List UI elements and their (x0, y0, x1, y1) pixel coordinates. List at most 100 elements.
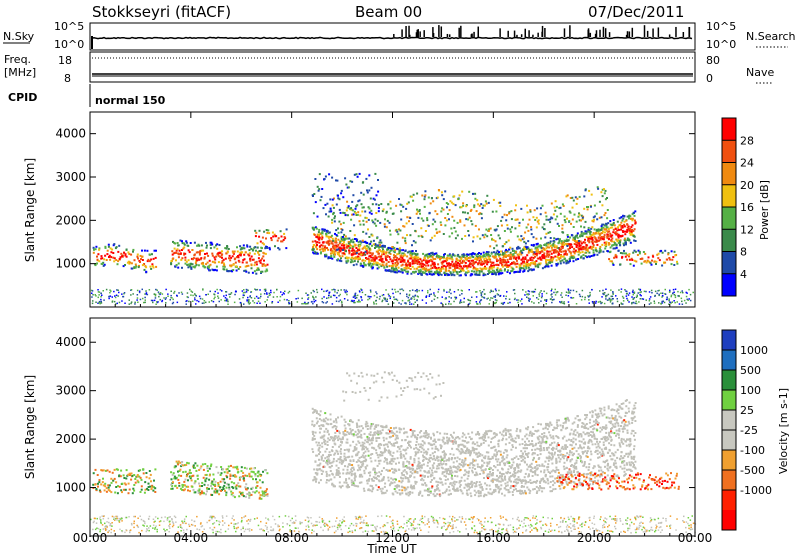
power-cell (561, 247, 564, 249)
power-near-range-cell (413, 296, 415, 298)
power-cell (619, 252, 622, 254)
power-cell (369, 242, 372, 245)
power-cell (638, 252, 641, 255)
power-cell (456, 272, 459, 275)
power-near-range-cell (118, 291, 120, 294)
power-cell (527, 247, 530, 250)
power-near-range-cell (433, 292, 435, 294)
velocity-near-range-cell (248, 528, 251, 530)
power-cell (580, 214, 583, 217)
power-cell (564, 242, 567, 245)
power-cell (152, 257, 155, 260)
power-cell (387, 246, 390, 249)
power-cell (316, 233, 319, 236)
power-near-range-cell (499, 294, 502, 297)
power-cell (559, 262, 562, 265)
power-near-range-cell (130, 302, 132, 305)
velocity-near-range-cell (222, 517, 224, 519)
power-cell (268, 246, 271, 249)
power-near-range-cell (668, 291, 671, 293)
power-cell (404, 250, 407, 252)
power-cell (457, 262, 460, 264)
velocity-near-range-cell (193, 520, 196, 523)
velocity-near-range-cell (478, 519, 480, 521)
velocity-near-range-cell (573, 526, 576, 528)
power-cell (579, 256, 582, 259)
power-cell (485, 252, 488, 255)
power-cell (569, 245, 571, 248)
velocity-near-range-cell (481, 524, 483, 526)
power-near-range-cell (154, 297, 157, 299)
power-cell (568, 210, 571, 213)
power-cell (473, 266, 476, 269)
power-near-range-cell (455, 296, 457, 299)
power-near-range-cell (450, 292, 452, 295)
velocity-near-range-cell (224, 530, 227, 533)
power-cell (516, 218, 519, 221)
power-cell (633, 259, 636, 262)
power-cell (529, 250, 531, 253)
velocity-near-range-cell (166, 519, 168, 521)
power-cell (665, 258, 668, 261)
power-near-range-cell (682, 291, 684, 294)
velocity-near-range-cell (465, 518, 467, 520)
power-cell (618, 228, 620, 231)
power-cell (636, 254, 639, 256)
power-cell (439, 221, 442, 224)
power-cell (98, 260, 101, 263)
velocity-near-range-cell (364, 530, 367, 532)
power-cell (442, 267, 445, 270)
velocity-near-range-cell (390, 528, 393, 531)
power-cell (460, 270, 462, 273)
velocity-near-range-cell (446, 528, 448, 530)
power-near-range-cell (252, 300, 254, 302)
power-cell (312, 246, 315, 248)
power-cell (446, 206, 448, 209)
power-near-range-cell (567, 292, 570, 294)
power-cell (514, 227, 517, 230)
power-near-range-cell (134, 301, 136, 304)
power-cell (325, 232, 327, 235)
power-cell (622, 214, 625, 217)
power-cell (320, 251, 322, 254)
power-near-range-cell (152, 299, 154, 302)
power-cell (450, 201, 453, 204)
velocity-near-range-cell (688, 524, 690, 527)
power-near-range-cell (370, 296, 372, 298)
power-cell (366, 189, 368, 192)
power-near-range-cell (92, 300, 94, 302)
power-near-range-cell (373, 303, 375, 305)
power-cell (502, 256, 505, 259)
power-near-range-cell (387, 303, 390, 305)
power-cell (376, 219, 379, 222)
power-cell (382, 261, 385, 263)
power-cell (524, 231, 527, 234)
power-cell (325, 253, 328, 256)
power-cell (96, 255, 98, 258)
power-near-range-cell (288, 302, 290, 304)
power-cell (510, 218, 513, 221)
power-cell (421, 194, 424, 197)
power-cell (377, 179, 379, 181)
power-cell (506, 227, 509, 230)
power-cell (637, 249, 640, 252)
power-cell (611, 244, 614, 247)
power-cell (584, 220, 587, 223)
power-cell (400, 268, 403, 271)
power-cell (589, 233, 592, 236)
power-near-range-cell (425, 296, 427, 298)
power-cell (482, 267, 485, 270)
power-near-range-cell (636, 295, 638, 298)
power-cell (433, 263, 436, 266)
power-near-range-cell (660, 292, 662, 294)
power-cell (512, 253, 515, 256)
velocity-near-range-cell (206, 521, 208, 524)
power-cell (478, 204, 481, 207)
power-cell (355, 263, 358, 266)
power-near-range-cell (159, 292, 162, 294)
velocity-near-range-cell (298, 531, 301, 533)
power-cell (593, 235, 596, 238)
power-cell (602, 237, 605, 240)
power-cell (548, 246, 551, 249)
power-cell (92, 246, 95, 249)
